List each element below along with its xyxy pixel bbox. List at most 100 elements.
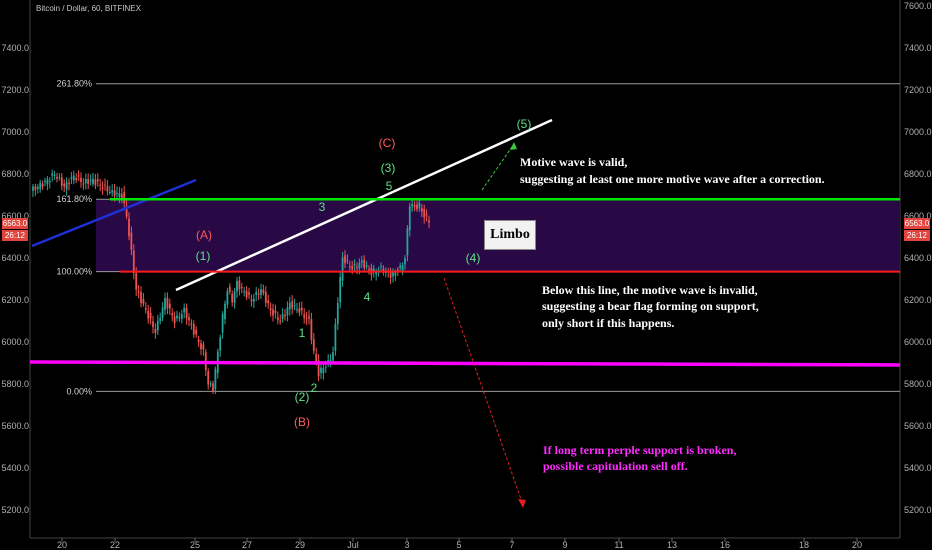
candle-body xyxy=(423,208,426,218)
x-tick-3: 27 xyxy=(242,540,252,550)
candle-body xyxy=(257,293,260,295)
candle-body xyxy=(315,353,318,362)
candle-body xyxy=(286,307,289,316)
candle-body xyxy=(267,300,270,304)
candle-body xyxy=(135,273,138,290)
candle-body xyxy=(140,292,142,303)
capitulation-note-line1: If long term perple support is broken, xyxy=(543,443,736,457)
candle-body xyxy=(89,180,92,182)
candle-body xyxy=(425,213,428,216)
candle-body xyxy=(344,255,346,264)
candle-body xyxy=(228,286,231,292)
candle-body xyxy=(180,314,183,319)
wave-label-7: (4) xyxy=(466,251,481,265)
candle-body xyxy=(183,307,186,313)
candle-body xyxy=(101,187,104,189)
horizontal-levels xyxy=(29,197,901,367)
candle-body xyxy=(264,291,267,303)
candle-body xyxy=(312,339,315,352)
candle-body xyxy=(207,371,210,385)
y-tick-left-7: 6000.0 xyxy=(1,337,29,347)
candle-body xyxy=(41,183,44,187)
candle-body xyxy=(291,301,294,309)
candle-body xyxy=(250,299,253,302)
y-tick-right-3: 7000.0 xyxy=(904,127,932,137)
candle-body xyxy=(120,194,123,198)
candle-body xyxy=(116,192,118,194)
candle-body xyxy=(224,303,226,320)
candle-body xyxy=(106,186,109,192)
candle-body xyxy=(142,299,145,304)
x-tick-14: 20 xyxy=(852,540,862,550)
green-projection-arrow xyxy=(481,143,515,191)
candle-body xyxy=(236,280,238,292)
x-tick-12: 16 xyxy=(720,540,730,550)
candle-body xyxy=(111,190,114,193)
candle-body xyxy=(214,369,217,390)
x-tick-10: 11 xyxy=(614,540,623,550)
candle-body xyxy=(144,308,147,310)
candle-body xyxy=(324,366,327,368)
candle-body xyxy=(284,315,286,317)
candle-body xyxy=(358,263,361,269)
candle-body xyxy=(418,202,421,208)
candle-body xyxy=(209,383,212,385)
candle-body xyxy=(348,266,351,268)
candle-body xyxy=(353,264,356,266)
candle-body xyxy=(334,324,337,351)
candle-body xyxy=(48,180,51,183)
candle-body xyxy=(320,367,322,373)
candle-body xyxy=(248,292,250,295)
candle-body xyxy=(147,310,150,319)
candle-body xyxy=(123,192,126,204)
candle-body xyxy=(39,182,42,190)
candle-body xyxy=(125,206,128,217)
fib-label-1: 161.80% xyxy=(56,194,92,204)
candle-body xyxy=(195,329,198,335)
invalid-note-line3: only short if this happens. xyxy=(542,316,674,330)
candle-body xyxy=(428,220,430,223)
candle-body xyxy=(245,290,248,298)
x-tick-6: 3 xyxy=(404,540,409,550)
candle-body xyxy=(368,269,370,271)
x-tick-11: 13 xyxy=(667,540,677,550)
candle-body xyxy=(53,174,56,176)
candle-body xyxy=(279,320,282,322)
candle-body xyxy=(118,193,121,197)
wave-label-3: (5) xyxy=(517,117,532,131)
candle-body xyxy=(327,360,330,363)
candle-body xyxy=(154,329,157,333)
candle-body xyxy=(380,265,382,267)
candle-body xyxy=(132,250,135,274)
candle-body xyxy=(197,339,200,343)
y-tick-left-9: 5600.0 xyxy=(1,421,29,431)
wave-label-8: 4 xyxy=(364,290,371,304)
candle-body xyxy=(252,298,255,302)
candle-body xyxy=(219,337,222,351)
x-tick-9: 9 xyxy=(562,540,567,550)
white-trendline xyxy=(175,118,553,292)
candle-body xyxy=(408,206,411,231)
red-arrowhead-icon xyxy=(518,499,526,508)
y-tick-right-10: 5600.0 xyxy=(904,421,932,431)
y-tick-left-5: 6400.0 xyxy=(1,253,29,263)
green-arrowhead-icon xyxy=(510,142,517,150)
candle-body xyxy=(176,315,178,319)
candle-body xyxy=(185,307,188,319)
candle-body xyxy=(70,176,73,179)
candle-body xyxy=(200,343,202,350)
x-tick-1: 22 xyxy=(110,540,120,550)
candle-body xyxy=(389,270,392,278)
y-tick-right-11: 5400.0 xyxy=(904,463,932,473)
candle-body xyxy=(44,180,46,182)
chart-title: Bitcoin / Dollar, 60, BITFINEX xyxy=(36,4,141,13)
candle-body xyxy=(104,184,106,186)
y-tick-right-6: 6400.0 xyxy=(904,253,932,263)
candle-body xyxy=(149,312,152,319)
candle-body xyxy=(293,304,296,306)
wave-label-4: 3 xyxy=(319,200,326,214)
candle-body xyxy=(413,205,416,207)
fib-label-2: 100.00% xyxy=(56,267,92,277)
candle-body xyxy=(202,344,205,350)
